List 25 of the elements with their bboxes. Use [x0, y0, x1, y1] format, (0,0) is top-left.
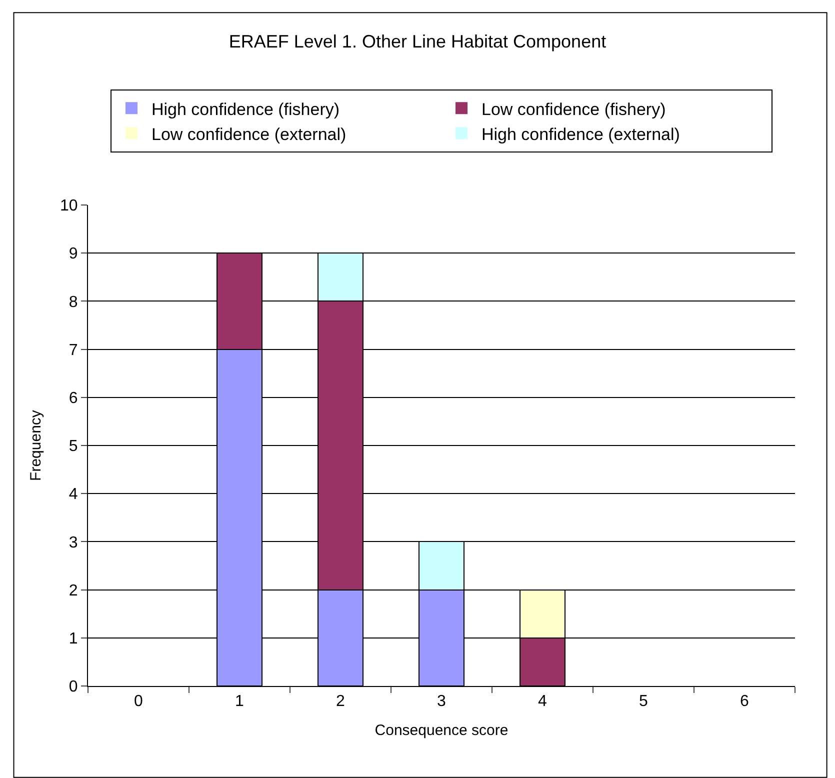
- x-tick-label: 6: [740, 693, 750, 710]
- y-tick-label: 9: [68, 246, 78, 263]
- legend-label: High confidence (fishery): [152, 100, 340, 119]
- legend-label: High confidence (external): [482, 124, 680, 144]
- x-tick-label: 5: [639, 693, 648, 710]
- y-tick-label: 2: [68, 582, 78, 600]
- y-tick-label: 5: [68, 438, 78, 456]
- x-tick-label: 3: [437, 693, 446, 710]
- y-tick-label: 3: [68, 534, 78, 552]
- x-tick-label: 0: [134, 693, 144, 710]
- y-tick-label: 1: [68, 630, 78, 648]
- y-tick-label: 4: [68, 486, 78, 504]
- y-tick-label: 6: [68, 390, 78, 407]
- x-axis-title: Consequence score: [374, 722, 508, 740]
- x-tick-label: 2: [336, 693, 346, 710]
- y-tick-label: 7: [68, 342, 78, 359]
- chart-title: ERAEF Level 1. Other Line Habitat Component: [228, 32, 606, 52]
- legend-label: Low confidence (fishery): [482, 100, 666, 119]
- y-axis-title: Frequency: [27, 410, 44, 481]
- y-tick-label: 0: [68, 678, 78, 696]
- y-tick-label: 10: [60, 198, 78, 215]
- y-tick-label: 8: [68, 294, 78, 311]
- legend-label: Low confidence (external): [152, 124, 346, 144]
- x-tick-label: 4: [538, 693, 548, 710]
- x-tick-label: 1: [235, 693, 244, 710]
